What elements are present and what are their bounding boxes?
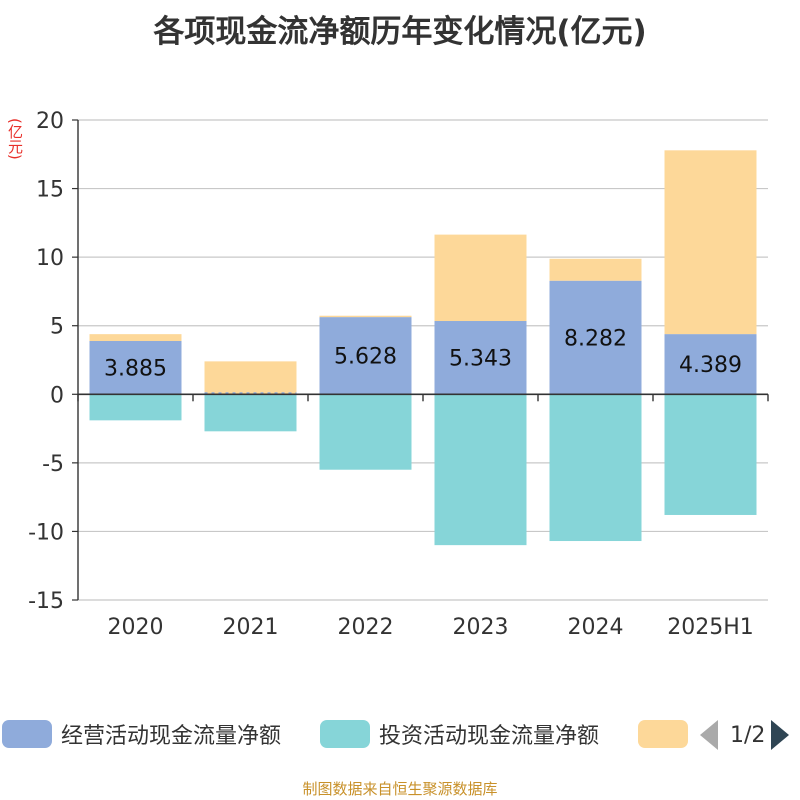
legend-item-third-series[interactable] bbox=[638, 716, 688, 752]
bar-2022-series-1 bbox=[319, 394, 412, 470]
legend-swatch-operating bbox=[2, 720, 52, 748]
bar-2020-series-0 bbox=[89, 341, 182, 395]
chart-title: 各项现金流净额历年变化情况(亿元) bbox=[153, 14, 647, 50]
x-tick-label: 2021 bbox=[223, 615, 279, 640]
y-tick-label: 5 bbox=[50, 315, 64, 340]
y-tick-label: -5 bbox=[42, 452, 64, 477]
legend-item-investing[interactable]: 投资活动现金流量净额 bbox=[320, 716, 599, 752]
y-tick-label: 15 bbox=[36, 178, 64, 203]
legend-pager: 1/2 bbox=[700, 718, 790, 752]
legend-swatch-third-series bbox=[638, 720, 688, 748]
y-tick-label: 0 bbox=[50, 383, 64, 408]
bar-2022-series-2 bbox=[319, 315, 412, 318]
data-label-2022: 5.628 bbox=[334, 345, 397, 370]
legend-label-investing: 投资活动现金流量净额 bbox=[379, 724, 600, 749]
pager-prev-arrow-icon[interactable] bbox=[700, 720, 718, 750]
bar-2022-series-0 bbox=[319, 317, 412, 395]
bar-2024-series-0 bbox=[549, 280, 642, 395]
bar-2025H1-series-2 bbox=[664, 150, 757, 335]
y-tick-label: -10 bbox=[28, 520, 64, 545]
y-tick-label: 20 bbox=[36, 109, 64, 134]
y-axis-unit-label: (亿元) bbox=[6, 118, 24, 160]
data-label-2025H1: 4.389 bbox=[679, 353, 742, 378]
legend: 经营活动现金流量净额 投资活动现金流量净额 1/2 bbox=[0, 716, 800, 756]
bar-2023-series-1 bbox=[434, 394, 527, 546]
bar-2021-series-2 bbox=[204, 361, 297, 395]
data-label-2020: 3.885 bbox=[104, 357, 167, 382]
bar-2020-series-2 bbox=[89, 334, 182, 342]
bar-2024-series-2 bbox=[549, 258, 642, 281]
x-tick-label: 2020 bbox=[108, 615, 164, 640]
bar-2023-series-0 bbox=[434, 321, 527, 395]
x-tick-label: 2023 bbox=[453, 615, 509, 640]
data-label-2023: 5.343 bbox=[449, 347, 512, 372]
legend-swatch-investing bbox=[320, 720, 370, 748]
bar-2025H1-series-0 bbox=[664, 334, 757, 395]
legend-item-operating[interactable]: 经营活动现金流量净额 bbox=[2, 716, 281, 752]
y-tick-label: 10 bbox=[36, 246, 64, 271]
pager-page-indicator: 1/2 bbox=[730, 722, 766, 748]
legend-label-operating: 经营活动现金流量净额 bbox=[61, 724, 282, 749]
data-source-note: 制图数据来自恒生聚源数据库 bbox=[302, 780, 498, 798]
bar-2025H1-series-1 bbox=[664, 394, 757, 515]
x-tick-label: 2025H1 bbox=[667, 615, 754, 640]
bar-2024-series-1 bbox=[549, 394, 642, 542]
pager-next-arrow-icon[interactable] bbox=[771, 720, 790, 750]
bar-2021-series-1 bbox=[204, 394, 297, 432]
bar-2023-series-2 bbox=[434, 234, 527, 322]
x-tick-label: 2022 bbox=[338, 615, 394, 640]
bar-2020-series-1 bbox=[89, 394, 182, 421]
stacked-bar-chart: 20 15 10 5 0 -5 -10 -15 3.885 2020 2021 5.628 2022 5.… bbox=[28, 109, 769, 640]
y-tick-label: -15 bbox=[28, 589, 64, 614]
x-tick-label: 2024 bbox=[568, 615, 624, 640]
data-label-2024: 8.282 bbox=[564, 326, 627, 351]
